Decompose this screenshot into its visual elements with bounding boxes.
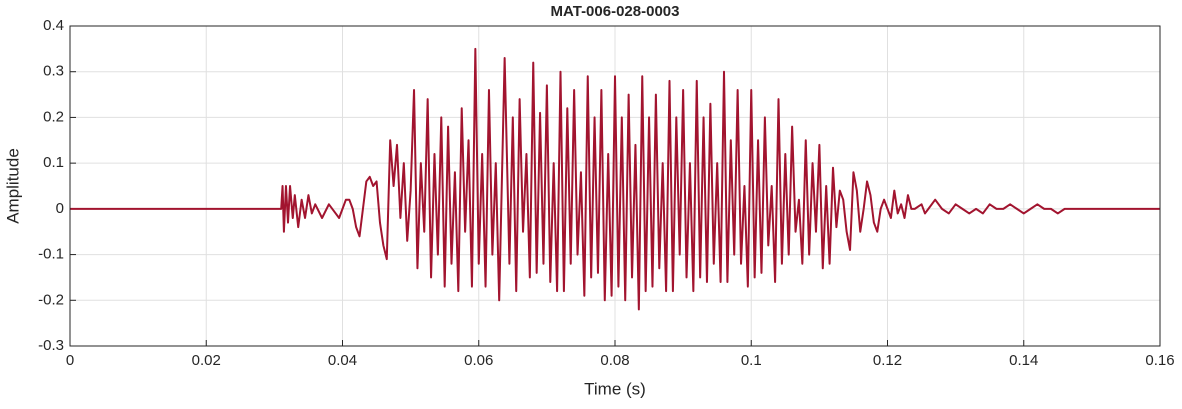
axes-box bbox=[69, 25, 1161, 347]
x-tick-label: 0.12 bbox=[873, 352, 902, 369]
y-tick-label: -0.3 bbox=[38, 337, 64, 354]
chart-title: MAT-006-028-0003 bbox=[551, 3, 680, 20]
y-tick-label: 0.3 bbox=[43, 63, 64, 80]
x-tick-label: 0.02 bbox=[192, 352, 221, 369]
waveform-line bbox=[70, 47, 1160, 311]
x-tick-label: 0.08 bbox=[600, 352, 629, 369]
y-tick-label: 0 bbox=[56, 200, 64, 217]
x-tick-label: 0.16 bbox=[1145, 352, 1174, 369]
x-axis-label: Time (s) bbox=[584, 379, 646, 398]
y-tick-label: -0.1 bbox=[38, 246, 64, 263]
x-tick-label: 0 bbox=[66, 352, 74, 369]
x-tick-label: 0.04 bbox=[328, 352, 357, 369]
y-tick-label: -0.2 bbox=[38, 291, 64, 308]
y-tick-label: 0.4 bbox=[43, 17, 64, 34]
x-tick-label: 0.14 bbox=[1009, 352, 1038, 369]
x-tick-label: 0.1 bbox=[741, 352, 762, 369]
x-tick-label: 0.06 bbox=[464, 352, 493, 369]
y-tick-label: 0.1 bbox=[43, 154, 64, 171]
y-tick-label: 0.2 bbox=[43, 108, 64, 125]
y-axis-label: Amplitude bbox=[3, 148, 22, 224]
